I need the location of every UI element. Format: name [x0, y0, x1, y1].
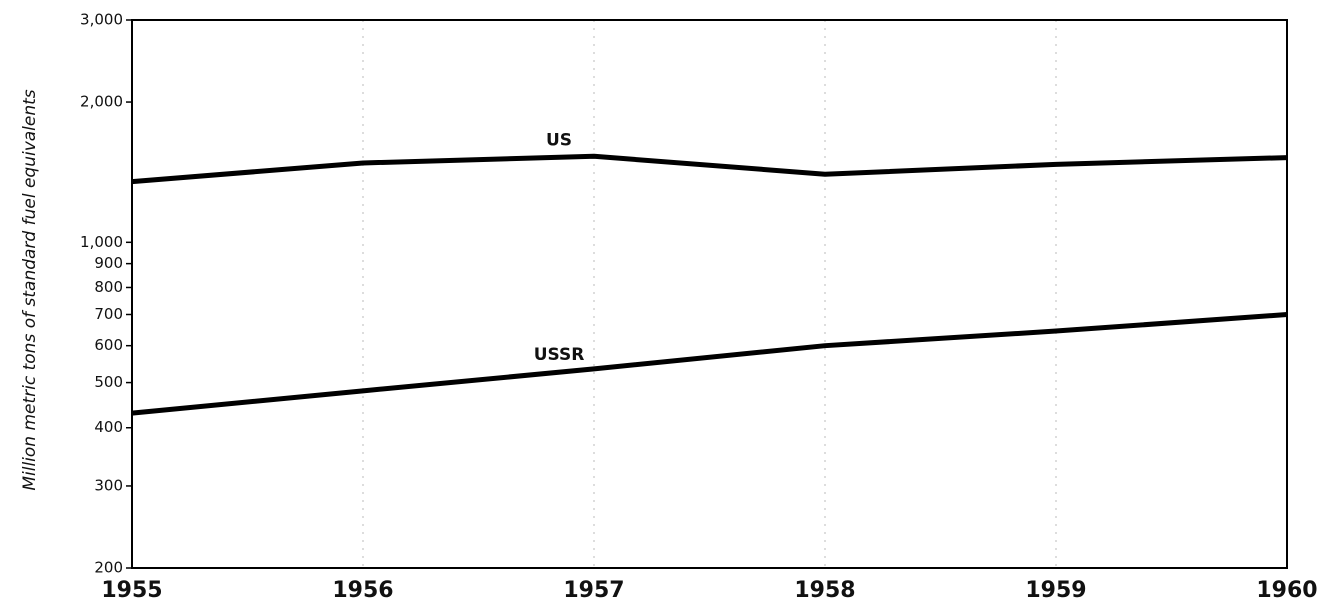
y-tick-label: 3,000: [80, 11, 123, 29]
x-tick-label: 1957: [563, 578, 624, 603]
series-line: [131, 311, 1288, 416]
y-axis-label: Million metric tons of standard fuel equ…: [20, 89, 40, 490]
x-tick-label: 1960: [1256, 578, 1317, 603]
series-label: USSR: [534, 345, 585, 365]
y-tick-label: 600: [94, 336, 123, 354]
x-tick-label: 1956: [332, 578, 393, 603]
y-tick-label: 400: [94, 418, 123, 436]
x-tick-label: 1958: [794, 578, 855, 603]
y-tick-label: 800: [94, 278, 123, 296]
x-tick-label: 1955: [101, 578, 162, 603]
series-line: [131, 153, 1288, 185]
plot-frame: [131, 19, 1288, 569]
series-label: US: [546, 130, 572, 150]
y-tick-label: 200: [94, 559, 123, 577]
y-tick-label: 300: [94, 476, 123, 494]
y-tick-label: 500: [94, 373, 123, 391]
y-tick-label: 2,000: [80, 93, 123, 111]
y-tick-label: 900: [94, 254, 123, 272]
y-tick-label: 700: [94, 305, 123, 323]
y-tick-label: 1,000: [80, 233, 123, 251]
x-tick-label: 1959: [1025, 578, 1086, 603]
